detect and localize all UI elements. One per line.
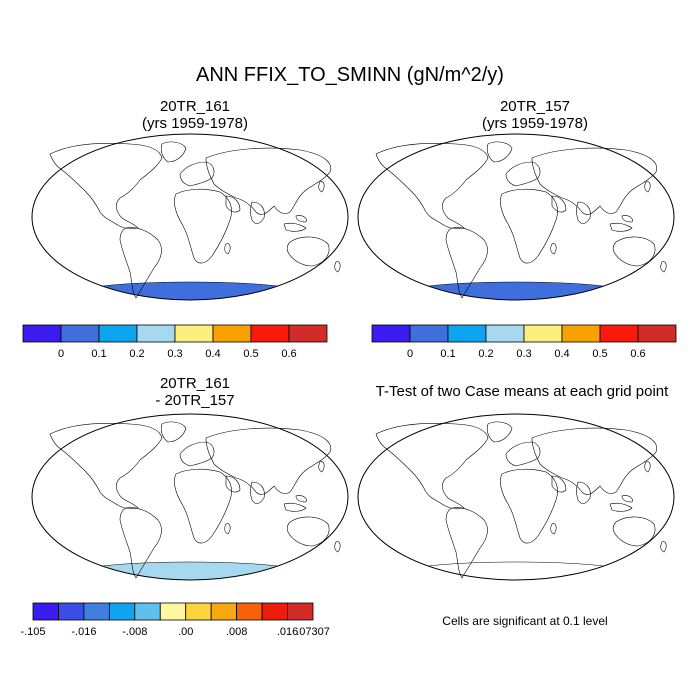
colorbar-diff: -.105 -.016 -.008 .00 .008 .016.07307 bbox=[20, 602, 330, 638]
panel-title-ttest-line1: T-Test of two Case means at each grid po… bbox=[375, 383, 669, 400]
colorbar-diff-swatch bbox=[261, 602, 288, 621]
colorbar-case2-swatch bbox=[561, 324, 601, 343]
panel-title-diff: 20TR_161 - 20TR_157 bbox=[35, 375, 355, 409]
colorbar-case2: 0 0.1 0.2 0.3 0.4 0.5 0.6 bbox=[371, 324, 677, 360]
colorbar-diff-label: -.008 bbox=[122, 626, 147, 638]
colorbar-case2-swatch bbox=[371, 324, 411, 343]
colorbar-case2-label: 0.2 bbox=[478, 348, 493, 360]
panel-title-case2-line1: 20TR_157 bbox=[499, 98, 571, 115]
colorbar-case1-label: 0.5 bbox=[243, 348, 258, 360]
colorbar-case1-swatch bbox=[98, 324, 138, 343]
colorbar-case1-label: 0 bbox=[58, 348, 64, 360]
colorbar-case1-swatch bbox=[288, 324, 328, 343]
colorbar-case2-swatch bbox=[447, 324, 487, 343]
figure-title: ANN FFIX_TO_SMINN (gN/m^2/y) bbox=[196, 64, 504, 86]
map-case2 bbox=[357, 133, 675, 301]
colorbar-case2-swatch bbox=[637, 324, 677, 343]
colorbar-case1-label: 0.2 bbox=[129, 348, 144, 360]
colorbar-diff-swatch bbox=[185, 602, 212, 621]
panel-title-ttest: T-Test of two Case means at each grid po… bbox=[352, 383, 692, 400]
colorbar-diff-swatch bbox=[210, 602, 238, 621]
colorbar-diff-swatch bbox=[236, 602, 263, 621]
map-ttest bbox=[357, 413, 675, 581]
colorbar-diff-swatch bbox=[134, 602, 161, 621]
colorbar-case2-label: 0.3 bbox=[516, 348, 531, 360]
colorbar-case1-swatch bbox=[60, 324, 100, 343]
colorbar-case2-label: 0.6 bbox=[630, 348, 645, 360]
panel-title-case2-line2: (yrs 1959-1978) bbox=[482, 115, 588, 132]
colorbar-diff-swatch bbox=[287, 602, 314, 621]
panel-title-case1-line1: 20TR_161 bbox=[159, 98, 231, 115]
colorbar-diff-swatch bbox=[32, 602, 59, 621]
significance-note: Cells are significant at 0.1 level bbox=[442, 614, 608, 628]
panel-title-diff-line2: - 20TR_157 bbox=[155, 392, 235, 409]
colorbar-case2-swatch bbox=[485, 324, 525, 343]
colorbar-diff-label: .008 bbox=[226, 626, 247, 638]
colorbar-case2-label: 0.1 bbox=[440, 348, 455, 360]
colorbar-case2-label: 0.4 bbox=[554, 348, 569, 360]
colorbar-diff-swatch bbox=[108, 602, 136, 621]
panel-title-case1-line2: (yrs 1959-1978) bbox=[142, 115, 248, 132]
colorbar-case1-swatch bbox=[136, 324, 176, 343]
colorbar-case2-label: 0.5 bbox=[592, 348, 607, 360]
colorbar-case1-swatch bbox=[22, 324, 62, 343]
colorbar-case2-swatch bbox=[599, 324, 639, 343]
colorbar-case1: 0 0.1 0.2 0.3 0.4 0.5 0.6 bbox=[22, 324, 328, 360]
colorbar-diff-label: .016 bbox=[277, 626, 298, 638]
colorbar-case2-swatch bbox=[523, 324, 563, 343]
colorbar-case1-label: 0.1 bbox=[91, 348, 106, 360]
panel-title-case2: 20TR_157 (yrs 1959-1978) bbox=[375, 98, 695, 132]
colorbar-case1-swatch bbox=[250, 324, 290, 343]
colorbar-case1-label: 0.4 bbox=[205, 348, 220, 360]
colorbar-diff-label: .07307 bbox=[296, 626, 330, 638]
colorbar-case2-swatch bbox=[409, 324, 449, 343]
colorbar-case2-label: 0 bbox=[407, 348, 413, 360]
colorbar-case1-swatch bbox=[212, 324, 252, 343]
colorbar-case1-label: 0.6 bbox=[281, 348, 296, 360]
panel-title-case1: 20TR_161 (yrs 1959-1978) bbox=[35, 98, 355, 132]
map-diff bbox=[31, 413, 349, 581]
colorbar-case1-swatch bbox=[174, 324, 214, 343]
colorbar-diff-swatch bbox=[58, 602, 85, 621]
colorbar-diff-label: -.016 bbox=[71, 626, 96, 638]
panel-title-diff-line1: 20TR_161 bbox=[159, 375, 231, 392]
colorbar-diff-label: -.105 bbox=[20, 626, 45, 638]
colorbar-diff-swatch bbox=[159, 602, 187, 621]
map-case1 bbox=[31, 133, 349, 301]
colorbar-case1-label: 0.3 bbox=[167, 348, 182, 360]
colorbar-diff-label: .00 bbox=[178, 626, 193, 638]
colorbar-diff-swatch bbox=[83, 602, 110, 621]
